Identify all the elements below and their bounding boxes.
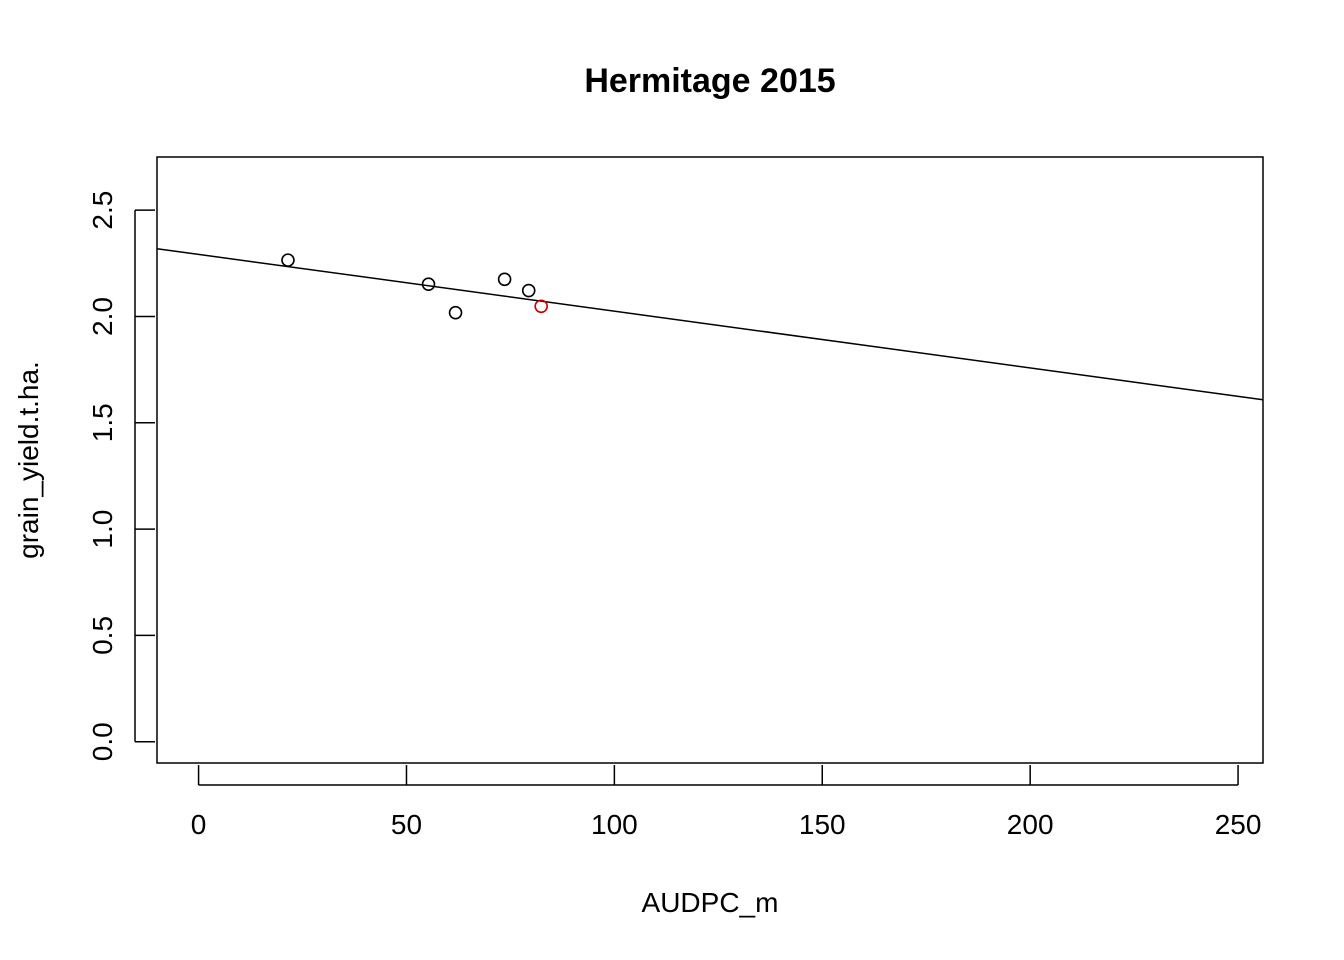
x-tick-label: 100	[591, 809, 638, 840]
x-tick-label: 0	[191, 809, 207, 840]
chart-title: Hermitage 2015	[584, 62, 835, 100]
y-tick-label: 1.5	[87, 403, 118, 442]
y-tick-label: 2.0	[87, 297, 118, 336]
x-tick-label: 250	[1215, 809, 1262, 840]
x-tick-label: 200	[1007, 809, 1054, 840]
data-point	[281, 253, 295, 267]
data-point	[497, 272, 512, 287]
data-point	[521, 283, 536, 298]
plot-frame	[156, 156, 1264, 764]
data-point	[534, 299, 548, 314]
y-tick-label: 1.0	[87, 510, 118, 549]
data-point	[448, 305, 463, 320]
x-tick-label: 50	[391, 809, 422, 840]
x-axis-title: AUDPC_m	[642, 887, 779, 918]
y-tick-label: 0.0	[87, 722, 118, 761]
plot-area: 0 50 100 150 200 250 0.0 0.5 1.0 1.5 2.0 2.5	[87, 156, 1264, 840]
regression-line	[156, 247, 1264, 401]
data-point	[421, 277, 436, 291]
y-tick-label: 0.5	[87, 616, 118, 655]
y-axis-title: grain_yield.t.ha.	[13, 361, 44, 559]
x-tick-label: 150	[799, 809, 846, 840]
y-tick-label: 2.5	[87, 191, 118, 230]
